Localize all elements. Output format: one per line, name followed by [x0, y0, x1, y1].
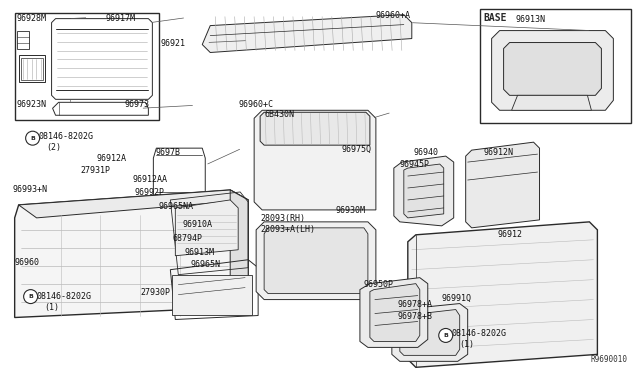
Polygon shape — [394, 156, 454, 226]
Text: (1): (1) — [45, 302, 60, 312]
Text: 96993+N: 96993+N — [13, 185, 47, 194]
Text: 6B430N: 6B430N — [264, 110, 294, 119]
Text: R9690010: R9690010 — [590, 355, 627, 364]
Circle shape — [24, 290, 38, 304]
Polygon shape — [202, 15, 412, 52]
Text: 96917M: 96917M — [106, 14, 136, 23]
Polygon shape — [492, 31, 613, 110]
Text: 96978+A: 96978+A — [398, 299, 433, 309]
Polygon shape — [504, 42, 602, 95]
Text: 96992P: 96992P — [134, 188, 164, 197]
Text: 96913N: 96913N — [516, 15, 545, 24]
Ellipse shape — [516, 55, 550, 81]
Text: 96975Q: 96975Q — [342, 145, 372, 154]
Text: 27930P: 27930P — [140, 288, 170, 296]
Text: 96912N: 96912N — [484, 148, 514, 157]
Bar — [479, 9, 631, 123]
Text: 96991Q: 96991Q — [442, 294, 472, 302]
Text: BASE: BASE — [484, 13, 507, 23]
Polygon shape — [404, 164, 444, 218]
Polygon shape — [392, 304, 468, 361]
Polygon shape — [19, 190, 248, 218]
Ellipse shape — [331, 159, 373, 189]
Polygon shape — [408, 222, 597, 367]
Text: 27931P: 27931P — [81, 166, 111, 175]
Text: 9697B: 9697B — [156, 148, 180, 157]
Circle shape — [439, 328, 452, 342]
Text: 96928M: 96928M — [17, 14, 47, 23]
Text: 96965NA: 96965NA — [158, 202, 193, 211]
Text: B: B — [444, 333, 448, 338]
Text: 96960+C: 96960+C — [238, 100, 273, 109]
Text: 96965N: 96965N — [190, 260, 220, 269]
Polygon shape — [400, 310, 460, 355]
Text: 96940: 96940 — [414, 148, 439, 157]
Text: 96950P: 96950P — [364, 280, 394, 289]
Text: 96912AA: 96912AA — [132, 175, 168, 184]
Text: (1): (1) — [460, 340, 475, 349]
Text: 96930M: 96930M — [336, 206, 366, 215]
Text: 96910A: 96910A — [182, 220, 212, 229]
Text: 96923N: 96923N — [17, 100, 47, 109]
Text: B: B — [30, 136, 35, 141]
Text: 96912: 96912 — [498, 230, 523, 239]
Text: 96978+B: 96978+B — [398, 311, 433, 321]
Polygon shape — [370, 283, 420, 341]
Text: B: B — [28, 294, 33, 299]
Polygon shape — [360, 278, 428, 347]
Text: 96945P: 96945P — [400, 160, 430, 169]
Polygon shape — [175, 200, 238, 256]
Text: 08146-8202G: 08146-8202G — [38, 132, 93, 141]
Text: 68794P: 68794P — [172, 234, 202, 243]
Text: 96960+A: 96960+A — [376, 11, 411, 20]
Text: 96960: 96960 — [15, 258, 40, 267]
Bar — [172, 275, 252, 314]
Text: 28093(RH): 28093(RH) — [260, 214, 305, 223]
Polygon shape — [466, 142, 540, 228]
Polygon shape — [230, 190, 248, 308]
Polygon shape — [254, 110, 376, 210]
Polygon shape — [260, 112, 370, 145]
Polygon shape — [511, 95, 591, 110]
Text: 08146-8202G: 08146-8202G — [36, 292, 92, 301]
Ellipse shape — [274, 163, 316, 193]
Circle shape — [26, 131, 40, 145]
Text: (2): (2) — [47, 143, 61, 152]
Polygon shape — [256, 222, 376, 299]
Text: 96912A: 96912A — [97, 154, 127, 163]
Bar — [15, 13, 159, 120]
Text: 96973: 96973 — [124, 100, 149, 109]
Text: 96913M: 96913M — [184, 248, 214, 257]
Text: 28093+A(LH): 28093+A(LH) — [260, 225, 315, 234]
Text: 96921: 96921 — [161, 39, 186, 48]
Polygon shape — [264, 228, 368, 294]
Text: 08146-8202G: 08146-8202G — [452, 330, 507, 339]
Ellipse shape — [559, 55, 593, 81]
Polygon shape — [15, 190, 248, 318]
